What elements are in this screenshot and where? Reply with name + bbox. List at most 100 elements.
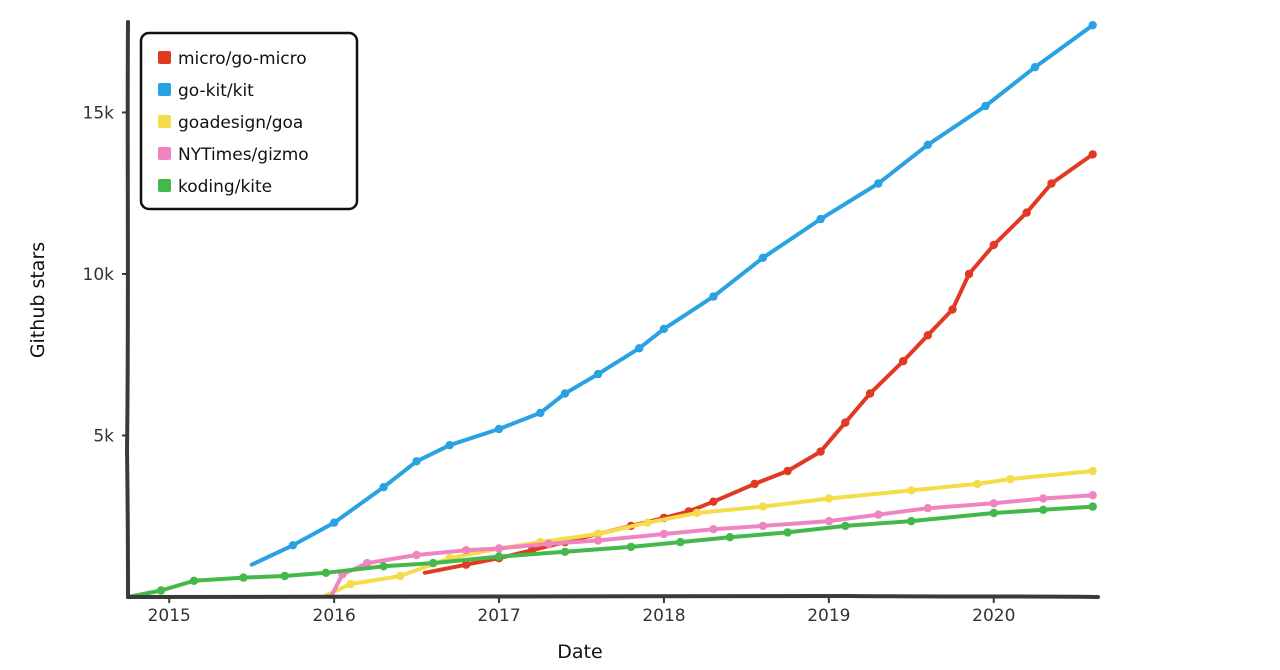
series-point-4-4 bbox=[280, 571, 289, 581]
series-point-1-10 bbox=[635, 344, 644, 353]
series-point-1-4 bbox=[412, 457, 421, 466]
series-point-1-17 bbox=[981, 101, 990, 111]
series-3 bbox=[328, 491, 1097, 599]
series-point-1-8 bbox=[560, 389, 570, 398]
series-point-3-2 bbox=[362, 558, 372, 568]
series-point-1-18 bbox=[1030, 62, 1040, 72]
series-point-4-1 bbox=[156, 586, 166, 595]
series-point-0-11 bbox=[783, 466, 792, 476]
series-point-2-1 bbox=[346, 579, 355, 589]
y-axis-title: Github stars bbox=[27, 242, 49, 358]
series-point-4-9 bbox=[560, 547, 570, 556]
series-point-0-18 bbox=[964, 269, 974, 279]
y-tick-label-2: 15k bbox=[83, 103, 115, 123]
series-point-3-11 bbox=[824, 516, 834, 526]
series-point-3-10 bbox=[758, 521, 768, 531]
series-point-1-7 bbox=[536, 408, 545, 418]
legend-swatch-4 bbox=[158, 179, 171, 192]
series-point-2-7 bbox=[643, 518, 652, 527]
series-point-4-16 bbox=[989, 508, 998, 518]
series-point-3-14 bbox=[989, 499, 998, 508]
series-line-2 bbox=[323, 469, 1095, 598]
x-tick-label-5: 2020 bbox=[972, 606, 1015, 626]
series-1 bbox=[249, 21, 1097, 567]
legend-label-2: goadesign/goa bbox=[178, 113, 303, 133]
series-point-2-2 bbox=[395, 571, 405, 581]
series-point-1-13 bbox=[758, 253, 768, 262]
series-point-3-9 bbox=[709, 525, 718, 534]
series-point-1-1 bbox=[288, 541, 298, 550]
series-point-3-4 bbox=[461, 546, 471, 555]
series-point-2-11 bbox=[907, 486, 916, 495]
legend-label-1: go-kit/kit bbox=[178, 81, 254, 101]
legend-label-3: NYTimes/gizmo bbox=[178, 145, 309, 165]
x-tick-label-3: 2018 bbox=[642, 606, 685, 626]
series-point-1-6 bbox=[494, 424, 504, 434]
series-point-0-9 bbox=[709, 497, 718, 506]
legend-label-4: koding/kite bbox=[178, 177, 272, 197]
series-point-0-1 bbox=[461, 560, 471, 569]
series-layer bbox=[126, 21, 1097, 599]
series-point-3-16 bbox=[1088, 491, 1097, 500]
series-point-1-14 bbox=[816, 214, 825, 224]
series-point-4-11 bbox=[676, 537, 685, 547]
legend: micro/go-micro go-kit/kit goadesign/goa NYT… bbox=[139, 31, 359, 211]
legend-swatch-1 bbox=[158, 83, 171, 96]
series-point-0-16 bbox=[923, 331, 932, 340]
series-point-2-14 bbox=[1088, 466, 1097, 476]
series-4 bbox=[126, 502, 1097, 599]
series-point-2-10 bbox=[824, 494, 834, 503]
series-point-1-15 bbox=[874, 179, 883, 188]
x-tick-label-1: 2016 bbox=[313, 606, 356, 626]
series-point-2-12 bbox=[973, 479, 982, 489]
x-tick-label-2: 2017 bbox=[477, 606, 520, 626]
series-point-4-18 bbox=[1088, 502, 1097, 511]
series-point-2-8 bbox=[692, 508, 702, 518]
series-point-3-8 bbox=[659, 529, 669, 539]
x-tick-label-0: 2015 bbox=[148, 606, 191, 626]
series-point-4-14 bbox=[841, 521, 850, 531]
series-point-3-6 bbox=[544, 539, 553, 548]
legend-swatch-0 bbox=[158, 51, 171, 64]
axes-layer bbox=[124, 20, 1100, 599]
series-point-4-8 bbox=[494, 552, 504, 561]
series-point-2-13 bbox=[1006, 474, 1015, 484]
series-point-1-5 bbox=[445, 441, 454, 450]
ticks-layer: 2015 2016 2017 2018 2019 2020 5k 10k 15k bbox=[83, 103, 1016, 626]
series-point-4-15 bbox=[907, 516, 916, 526]
series-point-1-19 bbox=[1088, 21, 1097, 30]
series-point-3-7 bbox=[593, 536, 603, 545]
series-line-4 bbox=[126, 504, 1095, 599]
series-point-3-3 bbox=[412, 550, 421, 560]
series-point-0-20 bbox=[1022, 208, 1031, 217]
series-point-1-12 bbox=[709, 292, 718, 301]
series-point-3-13 bbox=[923, 504, 932, 513]
legend-swatch-2 bbox=[158, 115, 171, 128]
x-tick-label-4: 2019 bbox=[807, 606, 850, 626]
series-point-0-21 bbox=[1047, 179, 1056, 188]
series-point-3-5 bbox=[494, 544, 504, 553]
legend-entries: micro/go-micro go-kit/kit goadesign/goa NYT… bbox=[158, 49, 309, 197]
series-point-2-6 bbox=[593, 529, 603, 539]
series-point-0-17 bbox=[948, 305, 957, 314]
y-axis-line bbox=[124, 20, 130, 599]
series-point-1-3 bbox=[379, 483, 388, 492]
series-point-0-22 bbox=[1088, 150, 1097, 159]
series-point-4-3 bbox=[239, 573, 248, 582]
series-point-4-13 bbox=[783, 528, 792, 537]
series-point-4-6 bbox=[379, 562, 388, 571]
series-point-1-2 bbox=[329, 518, 339, 527]
series-point-0-14 bbox=[865, 389, 875, 398]
series-point-4-17 bbox=[1039, 505, 1048, 514]
series-point-2-9 bbox=[758, 502, 768, 511]
y-tick-label-0: 5k bbox=[93, 426, 114, 446]
x-axis-title: Date bbox=[557, 641, 602, 663]
series-point-0-13 bbox=[841, 418, 850, 427]
x-axis-line bbox=[126, 593, 1100, 599]
legend-box bbox=[139, 31, 359, 211]
series-point-1-11 bbox=[659, 324, 669, 334]
series-point-4-10 bbox=[626, 542, 636, 552]
legend-label-0: micro/go-micro bbox=[178, 49, 307, 69]
series-line-1 bbox=[249, 23, 1095, 567]
